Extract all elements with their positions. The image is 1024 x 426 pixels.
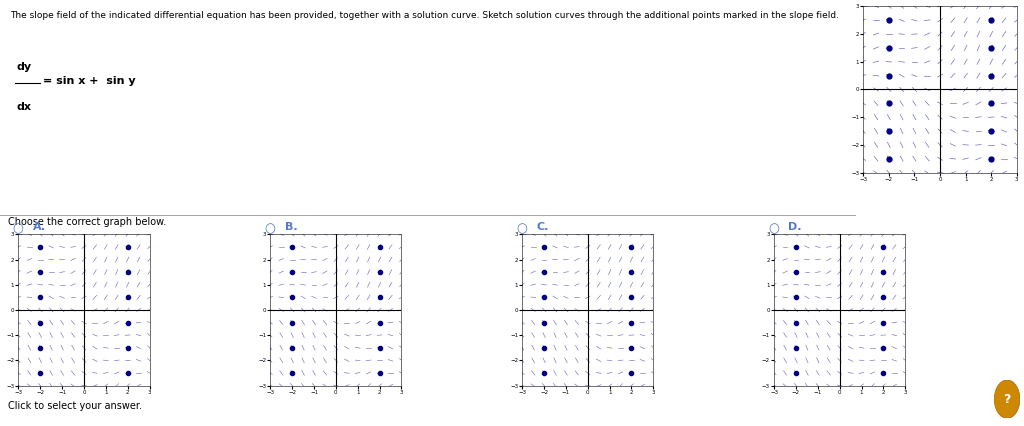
Text: D.: D. (788, 222, 802, 232)
Ellipse shape (994, 380, 1020, 418)
Text: ○: ○ (768, 222, 779, 236)
Text: dy: dy (16, 62, 32, 72)
Text: ○: ○ (516, 222, 527, 236)
Text: The slope field of the indicated differential equation has been provided, togeth: The slope field of the indicated differe… (10, 11, 840, 20)
Text: Click to select your answer.: Click to select your answer. (8, 401, 142, 411)
Text: C.: C. (537, 222, 549, 232)
Text: A.: A. (33, 222, 46, 232)
Text: ?: ? (1004, 393, 1011, 406)
Text: B.: B. (285, 222, 297, 232)
Text: Choose the correct graph below.: Choose the correct graph below. (8, 217, 167, 227)
Text: ○: ○ (264, 222, 275, 236)
Text: dx: dx (16, 102, 32, 112)
Text: ○: ○ (12, 222, 24, 236)
Text: = sin x +  sin y: = sin x + sin y (43, 76, 135, 86)
